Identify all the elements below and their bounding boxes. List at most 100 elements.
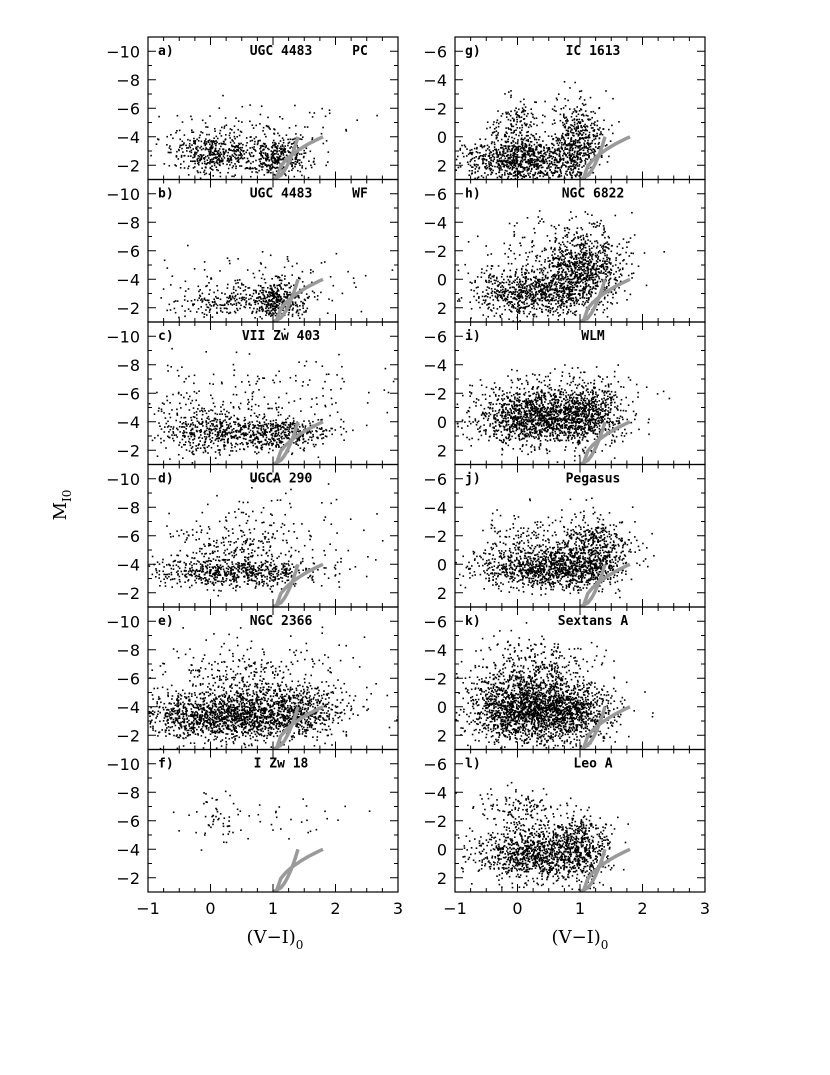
data-point (242, 143, 244, 146)
data-point (269, 165, 271, 168)
data-point (256, 727, 258, 729)
data-point (283, 562, 286, 565)
data-point (261, 289, 264, 291)
data-point (284, 290, 286, 293)
data-point (307, 716, 310, 718)
data-point (212, 721, 214, 724)
data-point (178, 567, 181, 570)
data-point (275, 435, 277, 437)
data-point (272, 166, 274, 169)
data-point (240, 282, 243, 285)
data-point (188, 165, 190, 168)
data-point (338, 353, 340, 356)
data-point (286, 579, 288, 582)
data-point (203, 297, 206, 300)
data-point (254, 303, 257, 306)
data-point (176, 130, 178, 132)
data-point (303, 420, 305, 422)
data-point (200, 157, 203, 160)
data-point (218, 718, 220, 720)
data-point (230, 416, 232, 419)
data-point (232, 532, 234, 534)
data-point (162, 288, 165, 290)
data-point (189, 563, 191, 565)
data-point (239, 165, 241, 167)
track-line-2 (274, 277, 324, 322)
data-point (198, 429, 201, 432)
data-point (322, 126, 324, 129)
data-point (272, 425, 274, 427)
data-point (172, 428, 174, 430)
data-point (190, 160, 192, 162)
data-point (260, 158, 262, 160)
data-point (215, 428, 218, 430)
data-point (229, 294, 231, 297)
data-point (169, 711, 171, 713)
data-point (236, 293, 239, 295)
data-point (356, 119, 358, 121)
data-point (161, 561, 164, 564)
data-point (179, 402, 181, 405)
data-point (265, 582, 268, 585)
data-point (248, 688, 250, 691)
data-point (291, 315, 294, 318)
data-point (183, 426, 186, 428)
data-point (274, 439, 276, 442)
data-point (246, 566, 249, 569)
data-point (242, 709, 245, 711)
data-point (237, 286, 240, 288)
data-point (257, 140, 259, 142)
data-point (342, 420, 345, 423)
data-point (181, 573, 184, 576)
data-point (255, 570, 258, 572)
data-point (270, 562, 272, 564)
data-point (208, 722, 210, 724)
data-point (261, 734, 263, 737)
data-point (296, 160, 299, 162)
data-point (237, 128, 239, 131)
data-point (288, 434, 290, 436)
data-point (184, 541, 186, 543)
data-point (203, 298, 206, 300)
data-point (167, 726, 170, 728)
data-point (186, 531, 188, 533)
data-point (245, 541, 247, 543)
data-point (294, 582, 297, 585)
data-point (230, 570, 233, 572)
data-point (269, 564, 271, 566)
data-point (211, 566, 214, 568)
data-point (226, 442, 229, 444)
data-point (240, 156, 243, 159)
data-point (212, 169, 214, 171)
data-point (199, 294, 201, 297)
data-point (236, 717, 239, 720)
data-point (266, 567, 269, 570)
data-point (245, 441, 248, 444)
data-point (237, 144, 239, 147)
data-point (264, 728, 266, 730)
data-point (189, 742, 192, 744)
data-point (223, 307, 226, 310)
data-point (266, 734, 269, 737)
data-point (243, 305, 245, 308)
data-point (243, 549, 245, 551)
data-point (177, 712, 179, 715)
data-point (234, 511, 236, 513)
data-point (247, 563, 249, 565)
data-point (294, 137, 297, 140)
data-point (223, 127, 226, 129)
data-point (237, 724, 239, 727)
data-point (177, 696, 180, 699)
data-point (286, 542, 288, 544)
data-point (244, 706, 247, 708)
data-point (214, 705, 217, 707)
data-point (257, 733, 260, 735)
data-point (222, 155, 225, 157)
data-point (160, 297, 162, 299)
data-point (277, 276, 279, 279)
data-point (272, 161, 274, 164)
data-point (273, 290, 275, 293)
data-point (279, 279, 282, 281)
data-point (189, 442, 191, 444)
data-point (286, 428, 288, 430)
